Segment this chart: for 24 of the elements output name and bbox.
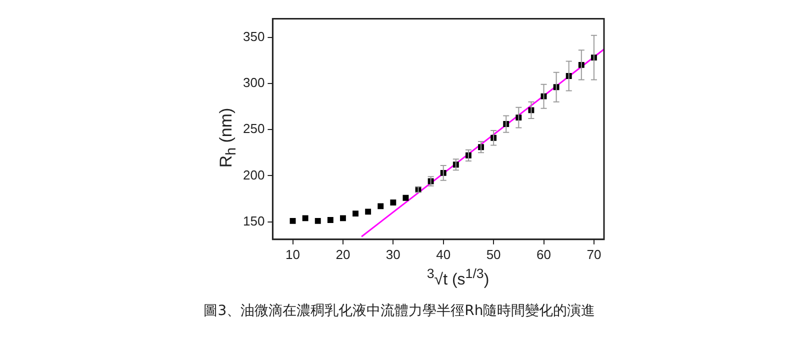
point — [290, 218, 296, 224]
x-tick-label: 10 — [286, 246, 300, 262]
x-tick-label: 70 — [586, 246, 602, 262]
x-tick-label: 50 — [486, 246, 501, 262]
caption: 圖3、油微滴在濃稠乳化液中流體力學半徑Rh隨時間變化的演進 — [202, 302, 596, 320]
x-tick-label: 20 — [336, 246, 350, 262]
x-tick-label: 60 — [536, 246, 551, 262]
point — [390, 200, 396, 206]
y-tick-label: 200 — [242, 167, 265, 182]
y-tick-label: 250 — [242, 121, 265, 136]
point — [378, 203, 384, 210]
point — [402, 194, 409, 201]
x-axis-title: $^{3}$√t (s$^{1/3}$) — [426, 266, 490, 290]
y-tick-label: 150 — [242, 213, 265, 228]
point — [340, 215, 346, 222]
point — [327, 217, 334, 223]
point — [365, 208, 372, 215]
y-tick-label: 300 — [242, 74, 265, 90]
point — [314, 218, 321, 224]
point — [302, 215, 308, 222]
point — [352, 210, 358, 217]
y-tick-label: 350 — [242, 28, 265, 44]
x-tick-label: 40 — [436, 246, 451, 262]
x-tick-label: 30 — [386, 246, 400, 262]
